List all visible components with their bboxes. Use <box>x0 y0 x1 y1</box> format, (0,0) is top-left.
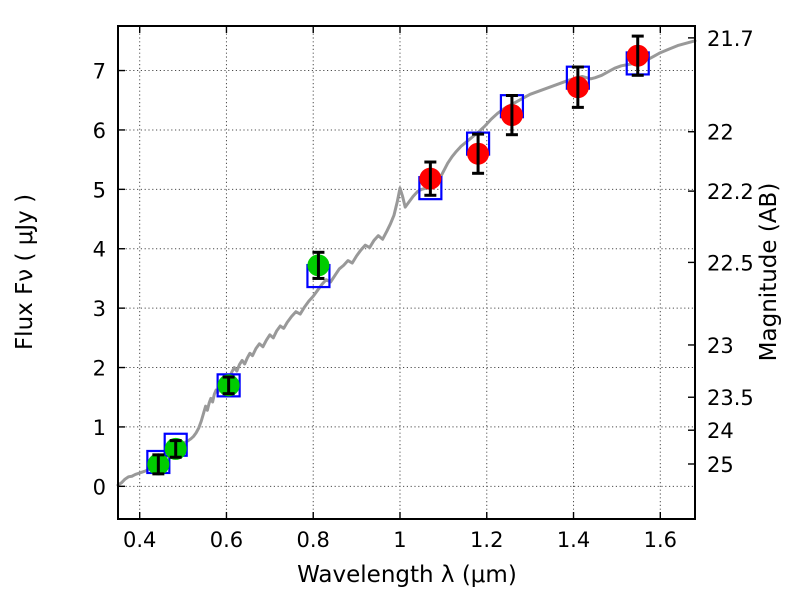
x-ticklabels: 0.4 0.6 0.8 1 1.2 1.4 1.6 <box>123 528 677 552</box>
y-gridlines <box>118 70 695 487</box>
data-point-0-0 <box>147 453 170 476</box>
observed-data-points <box>147 34 649 476</box>
y-axis-title-left: Flux Fν ( μJy ) <box>12 194 38 350</box>
xticklabel-6: 1.6 <box>644 528 677 552</box>
yticklabel-left-6: 6 <box>93 119 106 143</box>
yticklabel-right-0: 21.7 <box>707 27 754 51</box>
data-point-1-0 <box>419 160 442 197</box>
x-tickmarks <box>138 26 661 519</box>
yticklabel-right-4: 23 <box>707 334 734 358</box>
data-point-1-2 <box>500 93 523 137</box>
y-axis-title-right: Magnitude (AB) <box>756 183 782 362</box>
yticklabel-left-3: 3 <box>93 297 106 321</box>
svg-text:Wavelength λ (μm): Wavelength λ (μm) <box>297 562 517 588</box>
data-point-1-3 <box>566 65 589 109</box>
yticklabel-left-7: 7 <box>93 60 106 84</box>
data-point-1-1 <box>467 132 490 175</box>
yticklabel-left-5: 5 <box>93 178 106 202</box>
yticklabel-right-7: 25 <box>707 453 734 477</box>
xticklabel-3: 1 <box>393 528 406 552</box>
xticklabel-1: 0.6 <box>210 528 243 552</box>
data-point-0-1 <box>164 437 187 460</box>
data-point-0-2 <box>217 374 240 397</box>
yticklabel-left-1: 1 <box>93 416 106 440</box>
yticklabel-right-5: 23.5 <box>707 386 754 410</box>
yticklabel-left-2: 2 <box>93 357 106 381</box>
x-axis-title: Wavelength λ (μm) <box>297 562 517 588</box>
xticklabel-4: 1.2 <box>470 528 503 552</box>
x-gridlines <box>139 26 661 519</box>
y-right-tickmarks <box>688 37 695 465</box>
yticklabel-left-0: 0 <box>93 475 106 499</box>
y-left-tickmarks <box>118 69 125 488</box>
yticklabel-left-4: 4 <box>93 238 106 262</box>
xticklabel-5: 1.4 <box>557 528 590 552</box>
yticklabel-right-3: 22.5 <box>707 251 754 275</box>
y-right-ticklabels: 21.7 22 22.2 22.5 23 23.5 24 25 <box>707 27 754 477</box>
yticklabel-right-2: 22.2 <box>707 180 754 204</box>
yticklabel-right-1: 22 <box>707 121 734 145</box>
svg-text:Flux Fν ( μJy ): Flux Fν ( μJy ) <box>12 194 38 350</box>
data-point-0-3 <box>307 250 330 280</box>
y-left-ticklabels: 0 1 2 3 4 5 6 7 <box>93 60 106 500</box>
axes-frame <box>117 25 696 520</box>
svg-text:Magnitude (AB): Magnitude (AB) <box>756 183 782 362</box>
data-point-1-4 <box>626 34 649 77</box>
yticklabel-right-6: 24 <box>707 419 734 443</box>
xticklabel-2: 0.8 <box>297 528 330 552</box>
model-spectrum-curve <box>116 39 697 487</box>
xticklabel-0: 0.4 <box>123 528 156 552</box>
